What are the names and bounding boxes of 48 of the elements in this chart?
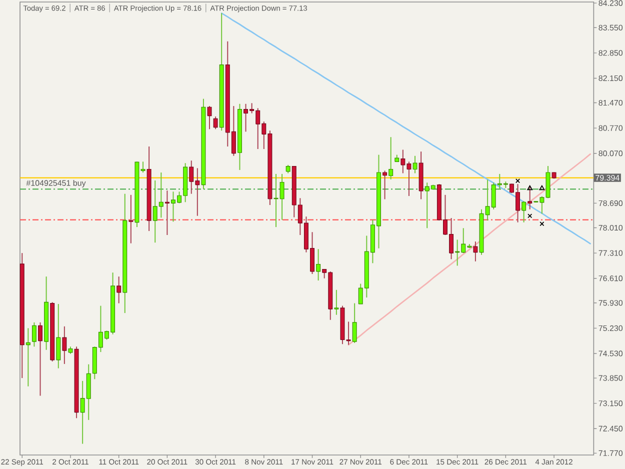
candlestick	[388, 136, 394, 180]
candlestick	[522, 200, 526, 223]
candlestick	[56, 303, 61, 369]
y-tick-label: 83.550	[598, 24, 623, 30]
candlestick	[213, 116, 218, 130]
y-tick-label: 80.770	[598, 125, 623, 131]
y-tick-label: 76.610	[598, 276, 623, 282]
candlestick	[382, 170, 388, 200]
candlestick	[334, 289, 339, 316]
y-tick-label: 74.530	[598, 350, 623, 356]
y-tick-label: 73.850	[598, 375, 623, 381]
y-tick-label: 75.230	[598, 325, 623, 332]
candlestick	[116, 276, 122, 304]
line-series	[220, 12, 591, 244]
y-tick-label: 75.930	[598, 300, 623, 306]
candlestick	[280, 173, 284, 220]
candlestick	[316, 248, 321, 282]
candlestick	[38, 322, 42, 396]
candlestick	[32, 322, 36, 348]
y-tick-label: 73.150	[598, 400, 623, 406]
y-tick-label: 82.850	[598, 50, 623, 56]
point	[528, 214, 532, 218]
y-tick-label: 71.770	[598, 450, 623, 456]
candlestick	[128, 194, 134, 244]
candlestick	[528, 186, 532, 210]
y-tick-label: 77.310	[598, 250, 623, 256]
y-tick-label: 78.010	[598, 224, 623, 231]
candlestick	[207, 106, 212, 130]
point	[527, 185, 533, 190]
candlestick	[62, 326, 67, 364]
candlestick	[473, 240, 478, 262]
ref-line-label: #104925451 buy	[26, 180, 86, 188]
y-tick-label: 80.070	[598, 150, 623, 156]
point	[539, 185, 545, 190]
candlestick	[346, 321, 351, 346]
candlestick	[140, 161, 146, 173]
y-tick-label: 72.450	[598, 426, 623, 432]
candlestick	[164, 190, 170, 236]
candlestick	[26, 328, 30, 387]
y-tick-label: 82.150	[598, 75, 623, 82]
point	[540, 222, 544, 226]
y-tick-label: 84.230	[598, 0, 623, 6]
point	[515, 178, 520, 184]
ref-line-label: 79.394	[596, 174, 620, 181]
y-tick-label: 78.690	[598, 200, 623, 206]
candlestick	[412, 155, 418, 174]
candlestick	[352, 302, 357, 344]
y-tick-label: 81.470	[598, 100, 623, 106]
